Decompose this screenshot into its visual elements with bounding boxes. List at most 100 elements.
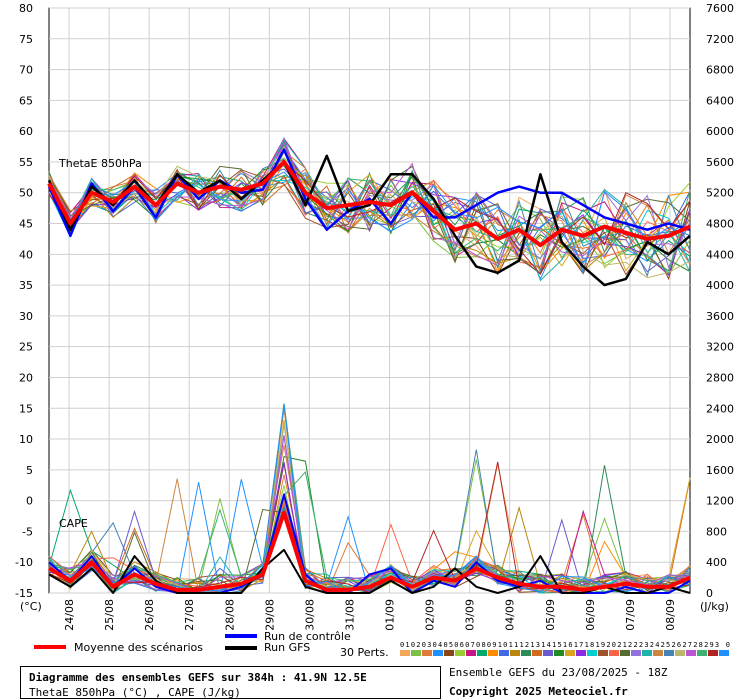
right-tick-label: 3200 <box>706 341 734 354</box>
legend-pert-swatch <box>653 650 663 656</box>
legend-pert-swatch <box>466 650 476 656</box>
legend-pert-swatch <box>664 650 674 656</box>
legend-pert-swatch <box>433 650 443 656</box>
legend-pert-swatch <box>642 650 652 656</box>
legend-pert-swatches <box>400 650 729 656</box>
x-tick-label: 30/08 <box>303 599 316 631</box>
x-tick-label: 08/09 <box>664 599 677 631</box>
left-tick-label: 70 <box>19 64 33 77</box>
left-tick-label: 5 <box>26 464 33 477</box>
legend-pert-swatch <box>631 650 641 656</box>
x-tick-label: 27/08 <box>183 599 196 631</box>
x-tick-label: 06/09 <box>584 599 597 631</box>
right-tick-label: 7600 <box>706 2 734 15</box>
thetae-control-line <box>47 148 691 238</box>
legend-pert-swatch <box>488 650 498 656</box>
right-tick-label: 7200 <box>706 33 734 46</box>
legend-pert-swatch <box>477 650 487 656</box>
cape-perturbation-line <box>48 471 691 594</box>
legend-perts-label: 30 Perts. <box>340 646 389 659</box>
legend-pert-swatch <box>510 650 520 656</box>
legend-pert-swatch <box>422 650 432 656</box>
legend-pert-numbers: 0102030405060708091011121314151617181920… <box>400 641 730 649</box>
right-tick-label: 6800 <box>706 64 734 77</box>
legend-pert-swatch <box>686 650 696 656</box>
right-tick-label: 2000 <box>706 433 734 446</box>
right-tick-label: 4400 <box>706 248 734 261</box>
legend-pert-swatch <box>609 650 619 656</box>
x-tick-label: 02/09 <box>424 599 437 631</box>
left-tick-label: -10 <box>15 556 33 569</box>
legend-pert-swatch <box>400 650 410 656</box>
legend-control-label: Run de contrôle <box>264 630 351 643</box>
left-tick-label: 35 <box>19 279 33 292</box>
footer-run-info: Ensemble GEFS du 23/08/2025 - 18Z <box>449 666 668 679</box>
right-axis-unit: (J/kg) <box>700 600 729 613</box>
left-tick-label: 80 <box>19 2 33 15</box>
cape-perturbation-line <box>48 434 691 594</box>
x-tick-label: 25/08 <box>103 599 116 631</box>
grid <box>48 7 691 594</box>
legend-pert-swatch <box>675 650 685 656</box>
left-tick-label: 60 <box>19 125 33 138</box>
main-series <box>47 148 691 594</box>
legend-pert-swatch <box>455 650 465 656</box>
legend-pert-swatch <box>598 650 608 656</box>
right-tick-label: 3600 <box>706 310 734 323</box>
x-tick-label: 28/08 <box>223 599 236 631</box>
x-tick-label: 03/09 <box>464 599 477 631</box>
thetae-perturbation-line <box>48 179 691 264</box>
legend-pert-swatch <box>719 650 729 656</box>
thetae-perturbation-line <box>48 139 691 277</box>
thetae-perturbation-line <box>48 139 691 275</box>
legend-pert-swatch <box>697 650 707 656</box>
right-tick-label: 1200 <box>706 495 734 508</box>
footer-box: Diagramme des ensembles GEFS sur 384h : … <box>20 666 441 699</box>
left-tick-label: 55 <box>19 156 33 169</box>
right-tick-label: 0 <box>706 587 713 600</box>
legend-pert-swatch <box>499 650 509 656</box>
x-tick-label: 01/09 <box>384 599 397 631</box>
x-tick-label: 24/08 <box>63 599 76 631</box>
left-tick-label: -5 <box>22 525 33 538</box>
legend-pert-swatch <box>521 650 531 656</box>
right-tick-label: 5200 <box>706 187 734 200</box>
left-tick-label: 75 <box>19 33 33 46</box>
x-tick-label: 07/09 <box>624 599 637 631</box>
left-tick-label: 25 <box>19 341 33 354</box>
cape-gfs-line <box>48 548 691 594</box>
thetae-perturbation-line <box>48 171 691 275</box>
left-tick-label: -15 <box>15 587 33 600</box>
left-tick-label: 0 <box>26 495 33 508</box>
cape-perturbation-line <box>48 436 691 594</box>
right-tick-label: 2400 <box>706 402 734 415</box>
thetae-perturbation-line <box>48 136 691 272</box>
legend-pert-swatch <box>587 650 597 656</box>
right-tick-label: 1600 <box>706 464 734 477</box>
right-tick-label: 800 <box>706 525 727 538</box>
panel-label-thetae: ThetaE 850hPa <box>58 157 142 170</box>
footer-copyright: Copyright 2025 Meteociel.fr <box>449 685 628 698</box>
panel-label-cape: CAPE <box>59 517 88 530</box>
cape-mean-line <box>48 510 691 592</box>
x-tick-label: 31/08 <box>343 599 356 631</box>
legend-pert-swatch <box>532 650 542 656</box>
right-tick-label: 4000 <box>706 279 734 292</box>
right-tick-label: 4800 <box>706 218 734 231</box>
legend-pert-swatch <box>708 650 718 656</box>
thetae-perturbation-line <box>48 161 691 275</box>
legend-pert-swatch <box>565 650 575 656</box>
right-tick-label: 5600 <box>706 156 734 169</box>
legend-gfs-label: Run GFS <box>264 641 310 654</box>
x-tick-label: 29/08 <box>263 599 276 631</box>
x-tick-label: 05/09 <box>544 599 557 631</box>
right-tick-label: 6000 <box>706 125 734 138</box>
legend-pert-swatch <box>411 650 421 656</box>
thetae-mean-line <box>47 159 691 248</box>
right-tick-label: 6400 <box>706 94 734 107</box>
footer-title: Diagramme des ensembles GEFS sur 384h : … <box>29 671 367 684</box>
footer-subtitle: ThetaE 850hPa (°C) , CAPE (J/kg) <box>29 686 241 699</box>
legend-pert-swatch <box>576 650 586 656</box>
right-tick-label: 400 <box>706 556 727 569</box>
